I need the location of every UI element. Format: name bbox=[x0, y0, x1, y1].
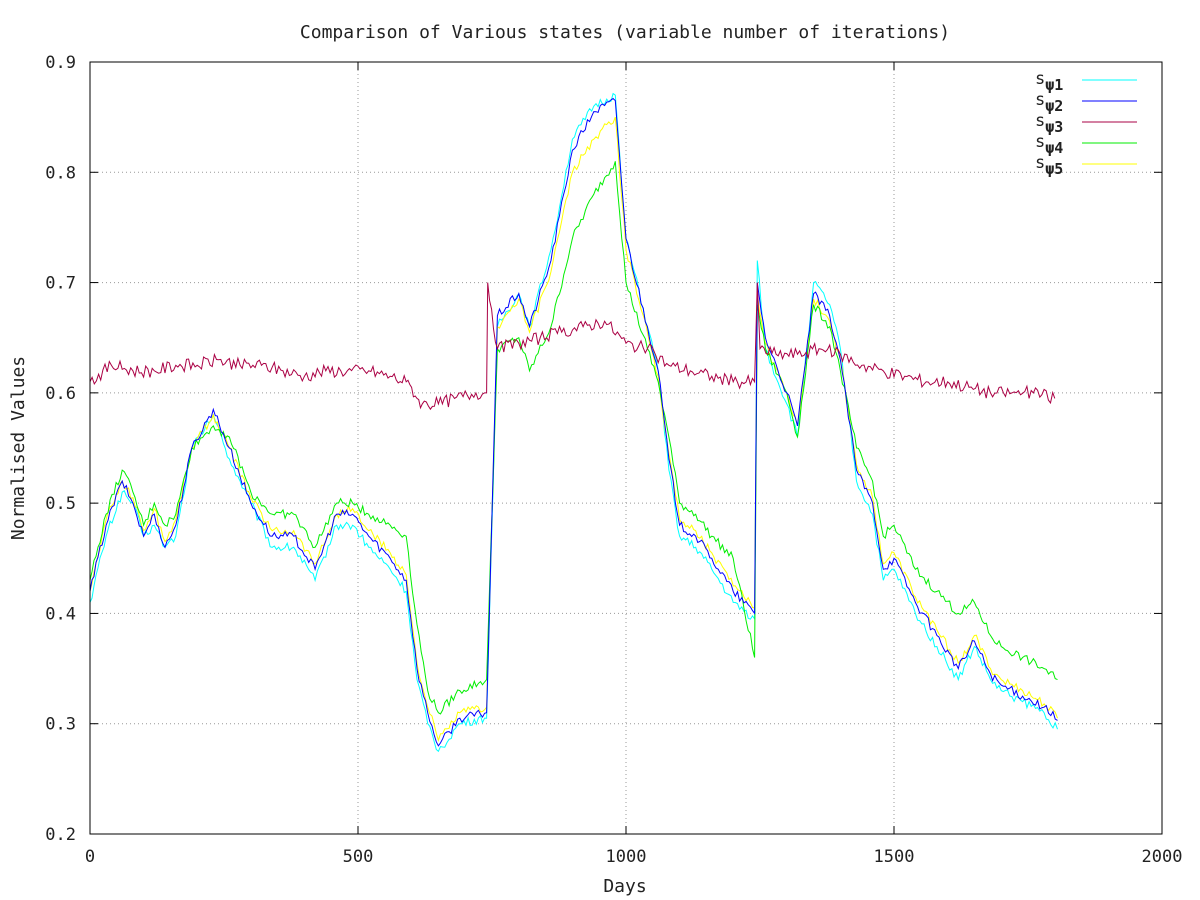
y-tick-label: 0.2 bbox=[45, 825, 76, 845]
y-tick-label: 0.7 bbox=[45, 274, 76, 294]
series-line-4 bbox=[89, 161, 1058, 715]
y-tick-label: 0.9 bbox=[45, 53, 76, 73]
chart-title: Comparison of Various states (variable n… bbox=[300, 22, 950, 43]
x-tick-label: 2000 bbox=[1142, 847, 1183, 867]
y-axis-label: Normalised Values bbox=[8, 356, 29, 540]
series-line-5 bbox=[89, 116, 1058, 742]
axis-ticks: 0 500 1000 1500 2000 0.2 0.3 0.4 0.5 0.6 0.7 0.8 0.9 bbox=[45, 53, 1182, 867]
y-tick-label: 0.4 bbox=[45, 604, 76, 624]
y-tick-label: 0.3 bbox=[45, 715, 76, 735]
series-line-2 bbox=[89, 97, 1058, 747]
x-tick-label: 500 bbox=[343, 847, 374, 867]
x-tick-label: 1500 bbox=[874, 847, 915, 867]
series-line-3 bbox=[89, 282, 1056, 411]
x-tick-label: 1000 bbox=[606, 847, 647, 867]
y-tick-label: 0.6 bbox=[45, 384, 76, 404]
plot-frame bbox=[89, 61, 1163, 835]
x-axis-label: Days bbox=[603, 876, 646, 897]
series-lines bbox=[89, 92, 1058, 753]
x-tick-label: 0 bbox=[85, 847, 95, 867]
y-tick-label: 0.8 bbox=[45, 163, 76, 183]
y-tick-label: 0.5 bbox=[45, 494, 76, 514]
